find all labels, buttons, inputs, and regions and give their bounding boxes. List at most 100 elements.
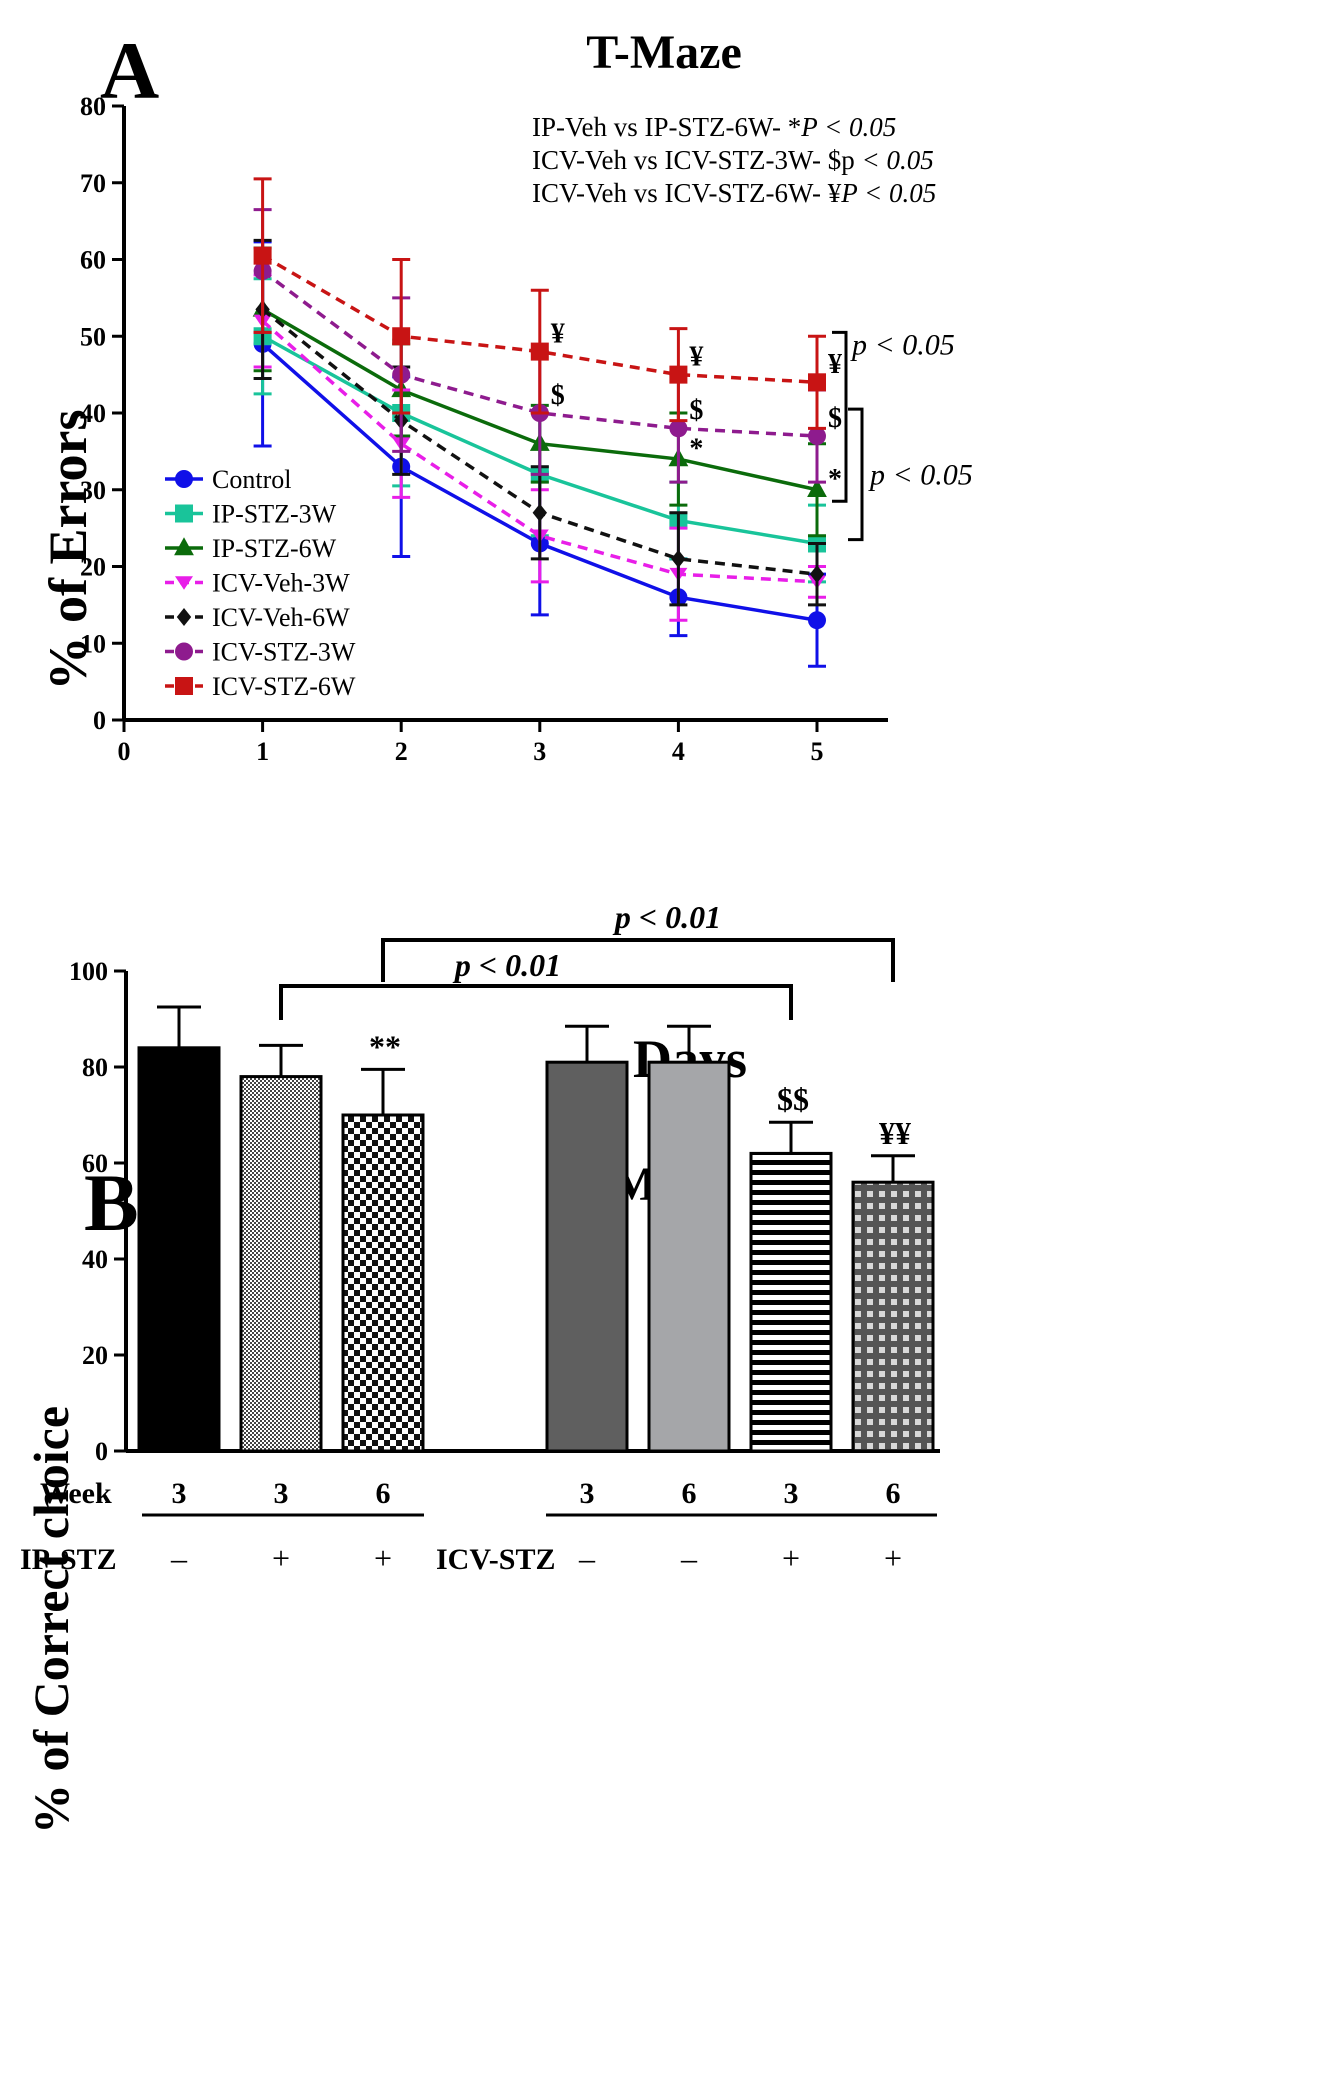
panel-b-annotations: p < 0.01 p < 0.01 bbox=[279, 899, 895, 1020]
week-value: 6 bbox=[886, 1477, 901, 1510]
legend-label: ICV-STZ-6W bbox=[212, 672, 356, 701]
legend-marker bbox=[174, 537, 194, 556]
data-point bbox=[808, 427, 826, 446]
ip-row-label: IP-STZ bbox=[20, 1543, 117, 1576]
legend-marker bbox=[176, 608, 192, 626]
y-tick-label: 20 bbox=[82, 1341, 108, 1370]
bar bbox=[137, 1046, 221, 1453]
bar bbox=[749, 1151, 833, 1453]
panel-b-ylabel: % of Correct choice bbox=[23, 1406, 79, 1834]
legend-item: IP-STZ-3W bbox=[165, 500, 337, 529]
legend-label: Control bbox=[212, 465, 291, 494]
x-tick-label: 5 bbox=[811, 737, 824, 766]
icv-value: + bbox=[884, 1540, 902, 1576]
panel-b-bars: ** $$ ¥¥ bbox=[137, 1005, 935, 1453]
data-point bbox=[809, 565, 825, 584]
bar-group bbox=[647, 1024, 731, 1453]
significance-mark: $ bbox=[689, 395, 703, 426]
y-tick-label: 40 bbox=[82, 1245, 108, 1274]
legend-item: Control bbox=[165, 465, 291, 494]
week-value: 3 bbox=[580, 1477, 595, 1510]
comparison-note: ICV-Veh vs ICV-STZ-3W- $p < 0.05 bbox=[532, 145, 934, 175]
data-point bbox=[669, 365, 688, 384]
legend-label: IP-STZ-6W bbox=[212, 534, 337, 563]
y-tick-label: 50 bbox=[80, 322, 106, 351]
data-point bbox=[530, 342, 549, 361]
y-tick-label: 80 bbox=[80, 92, 106, 121]
week-value: 3 bbox=[784, 1477, 799, 1510]
week-value: 3 bbox=[172, 1477, 187, 1510]
significance-bracket bbox=[279, 984, 793, 1020]
legend-item: ICV-STZ-6W bbox=[165, 672, 356, 701]
y-tick-label: 60 bbox=[82, 1149, 108, 1178]
week-value: 3 bbox=[274, 1477, 289, 1510]
bar bbox=[545, 1060, 629, 1453]
comparison-text: ICV-Veh vs ICV-STZ-3W- $p bbox=[532, 145, 855, 175]
panel-a-legend: Control IP-STZ-3W IP-STZ-6W ICV-Veh-3W ICV-V… bbox=[165, 465, 356, 701]
bar bbox=[239, 1075, 323, 1453]
bar-significance-mark: ¥¥ bbox=[879, 1115, 911, 1151]
y-tick-label: 100 bbox=[69, 957, 108, 986]
icv-value: + bbox=[782, 1540, 800, 1576]
y-tick-label: 0 bbox=[95, 1437, 108, 1466]
panel-a-ylabel: % of Errors bbox=[38, 410, 98, 691]
x-tick-label: 1 bbox=[256, 737, 269, 766]
week-value: 6 bbox=[376, 1477, 391, 1510]
bar-group bbox=[239, 1043, 323, 1453]
y-tick-label: 40 bbox=[80, 399, 106, 428]
significance-mark: $ bbox=[551, 380, 565, 411]
series-line bbox=[261, 254, 818, 385]
significance-mark: ¥ bbox=[551, 318, 565, 349]
legend-item: IP-STZ-6W bbox=[165, 534, 337, 563]
legend-marker bbox=[175, 576, 193, 590]
bar bbox=[851, 1180, 935, 1453]
significance-mark: * bbox=[828, 464, 842, 495]
y-tick-label: 0 bbox=[93, 706, 106, 735]
bar bbox=[647, 1060, 731, 1453]
y-tick-label: 10 bbox=[80, 629, 106, 658]
series-icv-stz-6w bbox=[253, 177, 826, 430]
x-tick-label: 2 bbox=[395, 737, 408, 766]
bar-significance-mark: $$ bbox=[777, 1081, 809, 1117]
panel-a-label: A bbox=[100, 25, 159, 116]
significance-mark: * bbox=[689, 434, 703, 465]
bar-group: ** bbox=[341, 1028, 425, 1453]
comparison-note: ICV-Veh vs ICV-STZ-6W- ¥P < 0.05 bbox=[532, 178, 936, 208]
data-point bbox=[671, 549, 686, 568]
comparison-p-value: < 0.05 bbox=[855, 145, 934, 175]
legend-label: ICV-Veh-3W bbox=[212, 569, 350, 598]
y-tick-label: 20 bbox=[80, 553, 106, 582]
legend-item: ICV-Veh-6W bbox=[165, 603, 350, 632]
legend-marker bbox=[175, 642, 193, 661]
comparison-note: IP-Veh vs IP-STZ-6W- *P < 0.05 bbox=[532, 112, 896, 142]
y-tick-label: 30 bbox=[80, 476, 106, 505]
series-line bbox=[261, 269, 818, 438]
comparison-text: IP-Veh vs IP-STZ-6W- * bbox=[532, 112, 801, 142]
panel-a-axes: 0 10 20 30 40 50 60 70 80 0 1 2 3 4 5 bbox=[80, 92, 888, 766]
significance-bracket bbox=[848, 407, 864, 542]
week-value: 6 bbox=[682, 1477, 697, 1510]
ip-value: + bbox=[272, 1540, 290, 1576]
significance-mark: $ bbox=[828, 403, 842, 434]
bar-group: ¥¥ bbox=[851, 1115, 935, 1453]
icv-value: – bbox=[680, 1540, 698, 1576]
legend-label: IP-STZ-3W bbox=[212, 500, 337, 529]
y-tick-label: 60 bbox=[80, 246, 106, 275]
legend-label: ICV-Veh-6W bbox=[212, 603, 350, 632]
bracket-p-value: p < 0.01 bbox=[452, 947, 561, 983]
data-point bbox=[808, 373, 826, 392]
comparison-text: ICV-Veh vs ICV-STZ-6W- ¥ bbox=[532, 178, 842, 208]
data-point bbox=[253, 246, 272, 265]
bar-significance-mark: ** bbox=[369, 1028, 401, 1064]
comparison-p-value: P < 0.05 bbox=[840, 178, 936, 208]
comparison-p-value: P < 0.05 bbox=[800, 112, 896, 142]
legend-marker bbox=[175, 504, 193, 523]
x-tick-label: 0 bbox=[118, 737, 131, 766]
significance-bracket bbox=[832, 330, 848, 503]
significance-bracket bbox=[381, 938, 895, 982]
icv-value: – bbox=[578, 1540, 596, 1576]
data-point bbox=[808, 611, 826, 630]
ip-value: – bbox=[170, 1540, 188, 1576]
